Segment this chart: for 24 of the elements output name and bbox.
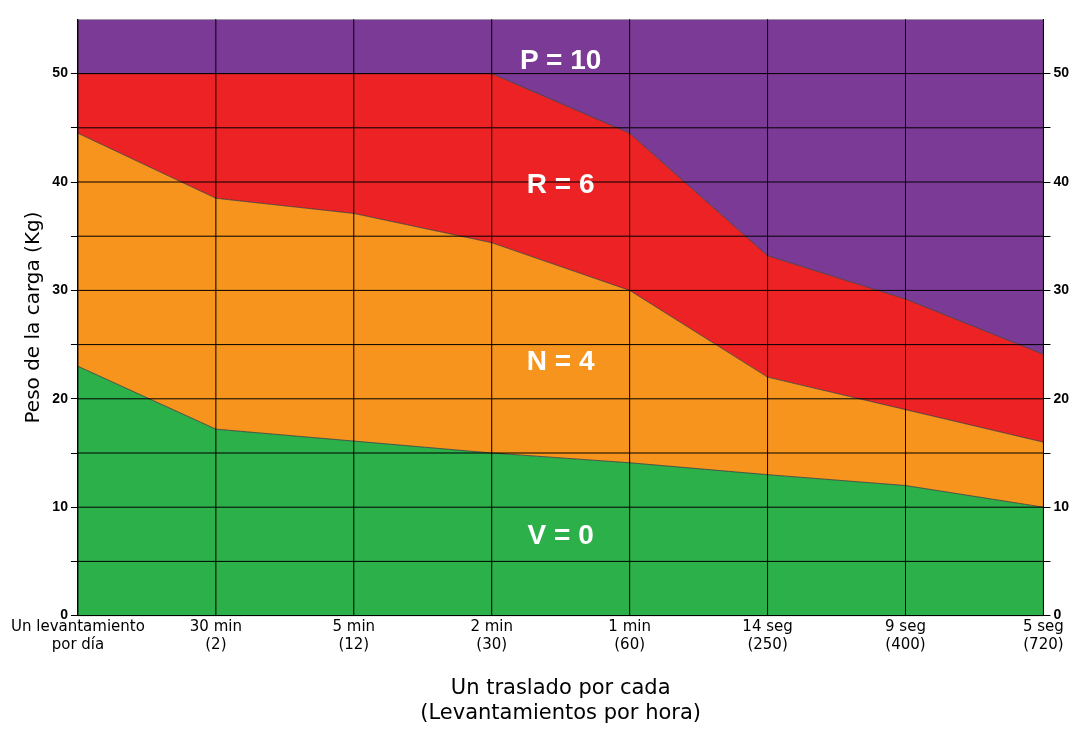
y2-tick-label: 30 (1053, 281, 1070, 298)
x-tick-label: 14 seg (250) (742, 617, 793, 654)
y2-tick-label: 40 (1053, 172, 1070, 189)
series-label: V = 0 (527, 519, 594, 551)
y2-tick-label: 0 (1053, 606, 1062, 623)
y-tick-label: 10 (52, 498, 69, 515)
x-tick-label: 30 min (2) (189, 617, 242, 654)
series-label: P = 10 (520, 44, 602, 76)
y-tick-label: 20 (52, 389, 69, 406)
series-label: R = 6 (526, 167, 595, 199)
x-tick-label: 1 min (60) (608, 617, 651, 654)
x-tick-label: 2 min (30) (470, 617, 514, 654)
y2-tick-label: 20 (1053, 389, 1070, 406)
y2-tick-label: 10 (1053, 498, 1070, 515)
y-tick-label: 50 (52, 64, 69, 81)
series-label: N = 4 (526, 344, 595, 376)
y-tick-label: 40 (52, 172, 69, 189)
y-tick-label: 0 (60, 606, 69, 623)
x-axis-title: Un traslado por cada (Levantamientos por hora) (420, 674, 702, 724)
x-tick-label: 9 seg (400) (885, 617, 926, 654)
y-axis-title: Peso de la carga (Kg) (19, 211, 44, 424)
x-tick-label: 5 min (12) (332, 617, 376, 654)
y2-tick-label: 50 (1053, 64, 1070, 81)
y-tick-label: 30 (52, 281, 69, 298)
